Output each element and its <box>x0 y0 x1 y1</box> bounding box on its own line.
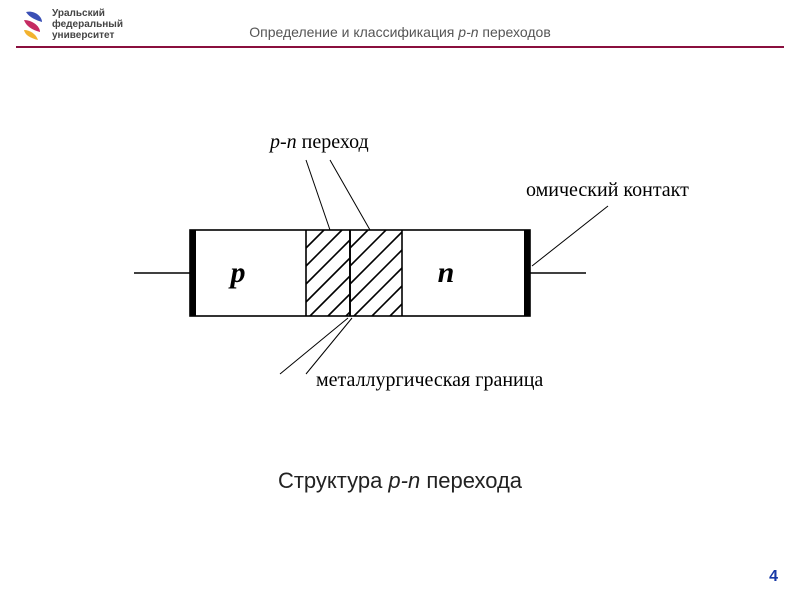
svg-text:омический контакт: омический контакт <box>526 179 689 201</box>
title-suffix: переходов <box>479 24 551 40</box>
page-number: 4 <box>769 568 778 586</box>
pn-junction-diagram: p n p-n переход омический контакт металлурги… <box>130 130 690 420</box>
svg-text:металлургическая граница: металлургическая граница <box>316 369 543 391</box>
svg-text:n: n <box>438 256 455 289</box>
caption-suffix: перехода <box>420 468 522 493</box>
caption-prefix: Структура <box>278 468 388 493</box>
figure-caption: Структура p-n перехода <box>0 468 800 494</box>
svg-text:p: p <box>228 256 246 289</box>
institution-line1: Уральский <box>52 8 123 19</box>
slide-header: Уральский федеральный университет Опреде… <box>0 0 800 46</box>
svg-text:p-n переход: p-n переход <box>268 131 369 153</box>
caption-italic: p-n <box>388 468 420 493</box>
title-prefix: Определение и классификация <box>249 24 458 40</box>
slide-title: Определение и классификация p-n переходо… <box>0 24 800 40</box>
title-italic: p-n <box>458 24 478 40</box>
header-rule <box>16 46 784 48</box>
